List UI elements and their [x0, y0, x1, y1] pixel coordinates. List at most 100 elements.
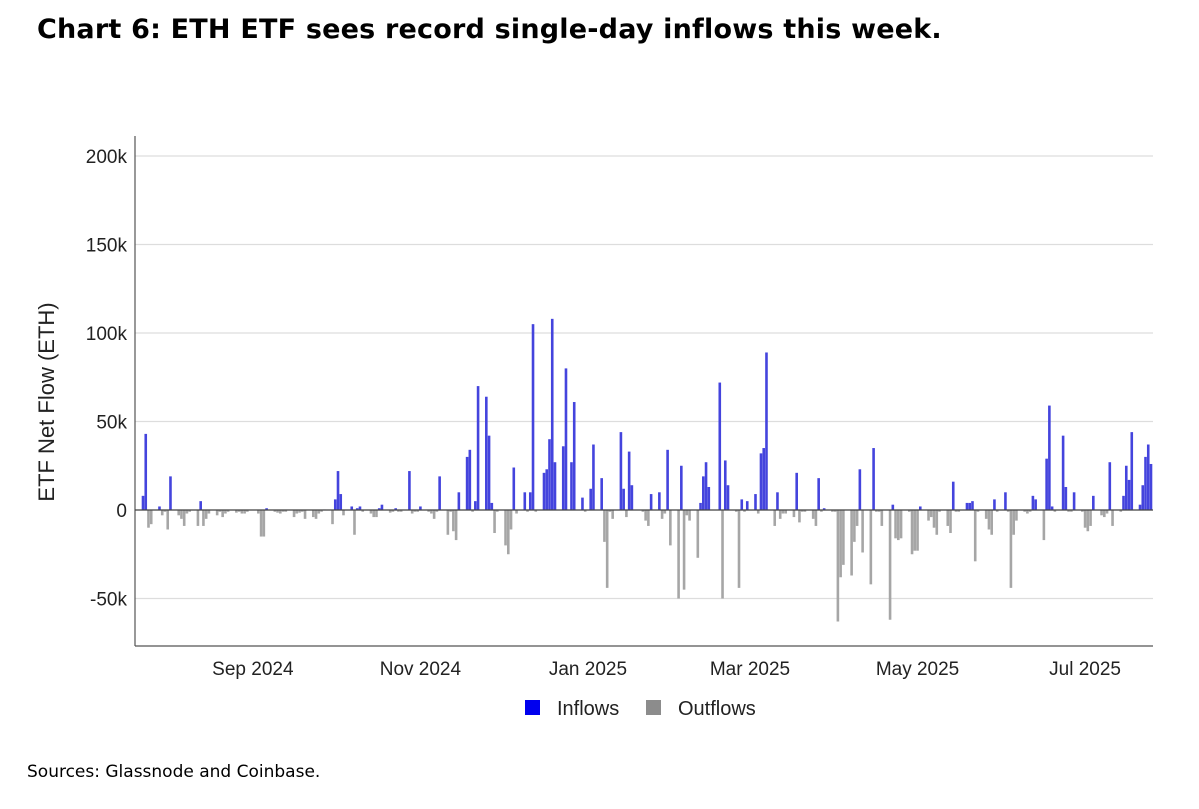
inflow-bar: [968, 502, 972, 510]
inflow-bar: [419, 506, 422, 510]
outflow-bar: [163, 510, 167, 512]
inflow-bar: [965, 502, 969, 510]
outflow-bar: [509, 510, 513, 530]
outflow-bar: [281, 510, 285, 512]
outflow-bar: [908, 510, 911, 512]
outflow-bar: [353, 510, 356, 535]
outflow-bar: [647, 510, 650, 526]
outflow-bar: [273, 510, 277, 512]
outflow-bar: [641, 510, 645, 512]
outflow-bar: [869, 510, 873, 585]
outflow-bar: [1119, 510, 1123, 512]
outflow-bar: [432, 510, 436, 519]
inflow-bar: [1092, 495, 1095, 510]
inflow-bar: [1144, 456, 1147, 510]
inflow-bar: [1141, 485, 1145, 510]
legend-label: Outflows: [678, 698, 756, 720]
inflow-bar: [592, 444, 595, 510]
outflow-bar: [855, 510, 859, 526]
outflow-bar: [954, 510, 958, 512]
inflow-bar: [336, 471, 340, 510]
outflow-bar: [833, 510, 837, 512]
outflow-bar: [526, 510, 529, 512]
outflow-bar: [888, 510, 892, 620]
inflow-bar: [707, 486, 711, 510]
outflow-bar: [803, 510, 807, 512]
outflow-bar: [756, 510, 760, 514]
x-tick-label: Sep 2024: [212, 659, 294, 680]
outflow-bar: [784, 510, 787, 514]
source-note: Sources: Glassnode and Coinbase.: [27, 762, 321, 782]
outflow-bar: [976, 510, 980, 512]
inflow-bar: [490, 502, 494, 510]
outflow-bar: [149, 510, 153, 525]
outflow-bar: [1086, 510, 1090, 532]
inflow-bar: [199, 501, 202, 510]
outflow-bar: [177, 510, 181, 516]
outflow-bar: [446, 510, 450, 535]
outflow-bar: [397, 510, 400, 512]
outflow-bar: [452, 510, 455, 532]
outflow-bar: [188, 510, 191, 512]
inflow-bar: [619, 432, 623, 510]
outflow-bar: [279, 510, 282, 514]
outflow-bar: [416, 510, 419, 512]
inflow-bar: [358, 506, 362, 510]
outflow-bar: [454, 510, 458, 541]
inflow-bar: [553, 462, 557, 510]
inflow-bar: [474, 501, 477, 510]
inflow-bar: [1034, 499, 1037, 510]
outflow-bar: [262, 510, 266, 537]
inflow-bar: [548, 439, 551, 510]
inflow-bar: [528, 492, 532, 510]
outflow-bar: [388, 510, 392, 513]
inflow-bar: [765, 352, 768, 510]
inflow-bar: [600, 478, 603, 510]
y-tick-labels: 200k 150k 100k 50k 0 -50k: [86, 147, 128, 611]
outflow-bar: [224, 510, 227, 514]
outflow-bar: [202, 510, 205, 526]
legend-label: Inflows: [557, 698, 619, 720]
outflow-bar: [946, 510, 950, 526]
outflow-bar: [916, 510, 919, 551]
outflow-bar: [929, 510, 933, 518]
outflow-bar: [685, 510, 689, 516]
inflow-bar: [570, 462, 573, 510]
outflow-bar: [493, 510, 496, 534]
outflow-bar: [1026, 510, 1029, 514]
outflow-bar: [221, 510, 224, 518]
outflow-bar: [372, 510, 376, 518]
outflow-bar: [877, 510, 881, 512]
inflow-bar: [589, 488, 592, 510]
x-tick-label: Jul 2025: [1049, 659, 1121, 680]
outflow-bar: [399, 510, 403, 512]
outflow-bar: [831, 510, 834, 512]
inflow-bar: [918, 506, 922, 510]
outflow-bar: [875, 510, 878, 512]
outflow-bar: [314, 510, 318, 519]
inflow-bar: [561, 446, 565, 510]
inflow-bar: [630, 485, 634, 510]
outflow-bar: [814, 510, 818, 526]
outflow-bar: [1100, 510, 1103, 516]
outflow-bar: [369, 510, 373, 514]
outflow-bar: [910, 510, 914, 555]
inflow-bar: [702, 476, 705, 510]
inflow-bar: [1127, 479, 1131, 510]
outflow-bar: [295, 510, 299, 514]
outflow-bar: [644, 510, 647, 521]
bar-series: [141, 318, 1153, 622]
inflow-bar: [822, 508, 826, 510]
legend-swatch: [525, 700, 540, 715]
inflow-bar: [704, 462, 708, 510]
outflow-bar: [853, 510, 856, 542]
outflow-bar: [1105, 510, 1109, 514]
inflow-bar: [993, 499, 996, 510]
inflow-bar: [872, 448, 875, 510]
inflow-bar: [745, 501, 749, 510]
outflow-bar: [235, 510, 238, 513]
outflow-bar: [185, 510, 189, 514]
outflow-bar: [180, 510, 183, 519]
outflow-bar: [669, 510, 672, 546]
outflow-bar: [284, 510, 288, 512]
